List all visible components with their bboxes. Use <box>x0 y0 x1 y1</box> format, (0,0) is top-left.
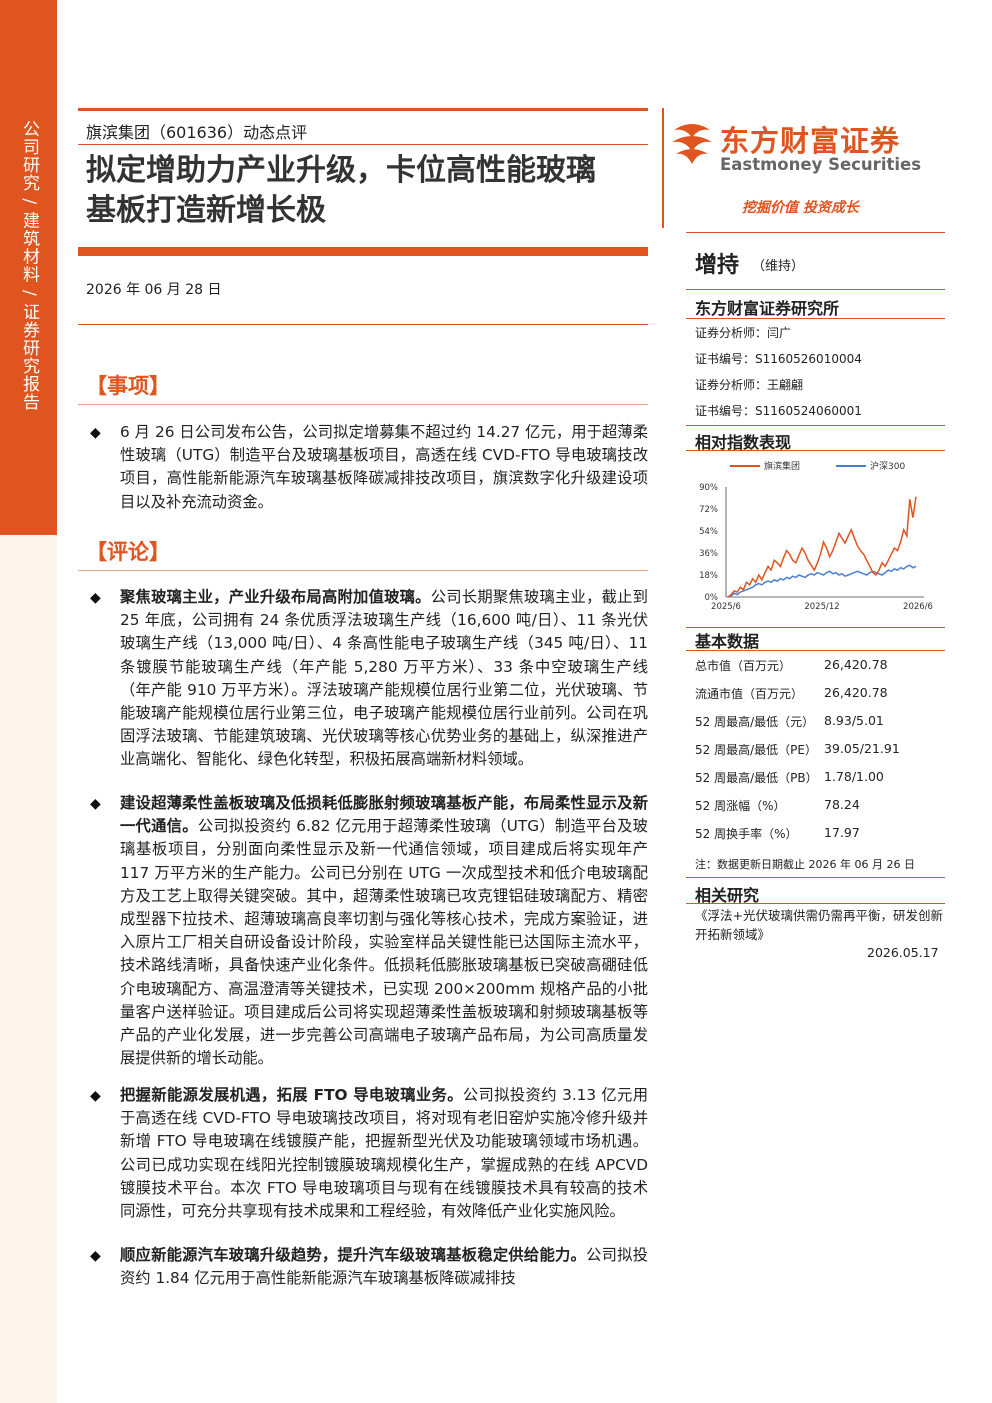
x-tick-label: 2025/12 <box>804 602 839 612</box>
basic-data-title: 基本数据 <box>695 632 760 651</box>
series-line <box>727 496 917 598</box>
stat-value: 26,420.78 <box>824 657 888 672</box>
eastmoney-logo-icon <box>672 124 712 164</box>
bullet-icon: ◆ <box>90 425 101 441</box>
x-tick-label: 2025/6 <box>711 602 741 612</box>
logo-divider <box>662 108 664 228</box>
legend-label: 旗滨集团 <box>764 460 800 472</box>
stat-label: 52 周涨幅（%） <box>695 799 786 813</box>
comment-body: 公司拟投资约 6.82 亿元用于超薄柔性玻璃（UTG）制造平台及玻璃基板项目，分… <box>120 817 648 1068</box>
category-sidebar: 公司研究 / 建筑材料 / 证券研究报告 <box>0 0 57 1403</box>
right-rule <box>686 627 945 628</box>
bullet-icon: ◆ <box>90 1088 101 1104</box>
comment-lead: 把握新能源发展机遇，拓展 FTO 导电玻璃业务。 <box>120 1086 463 1104</box>
stat-label: 52 周最高/最低（元） <box>695 715 815 729</box>
comment-body: 公司拟投资约 3.13 亿元用于高透在线 CVD-FTO 导电玻璃技改项目，将对… <box>120 1086 648 1221</box>
comment-paragraph: 顺应新能源汽车玻璃升级趋势，提升汽车级玻璃基板稳定供给能力。公司拟投资约 1.8… <box>120 1244 648 1290</box>
bullet-icon: ◆ <box>90 590 101 606</box>
y-tick-label: 36% <box>699 549 718 559</box>
data-note: 注：数据更新日期截止 2026 年 06 月 26 日 <box>695 858 915 871</box>
right-rule <box>686 425 945 426</box>
report-type: 旗滨集团（601636）动态点评 <box>86 123 308 142</box>
chart-section-title: 相对指数表现 <box>695 433 792 452</box>
analyst-line: 证券分析师：闫广 <box>695 326 792 340</box>
certificate-line: 证书编号：S1160524060001 <box>695 404 862 418</box>
right-rule <box>686 877 945 878</box>
x-tick-label: 2026/6 <box>903 602 933 612</box>
comment-body: 公司拟投资约 1.84 亿元用于高性能新能源汽车玻璃基板降碳减排技 <box>120 1246 648 1288</box>
stat-value: 39.05/21.91 <box>824 741 900 756</box>
institute-name: 东方财富证券研究所 <box>695 299 840 318</box>
right-rule <box>686 318 945 319</box>
related-report-link[interactable]: 《浮法+光伏玻璃供需仍需再平衡，研发创新开拓新领域》 <box>695 908 943 942</box>
y-tick-label: 54% <box>699 527 718 537</box>
chart-legend: 旗滨集团 沪深300 <box>730 460 905 472</box>
comment-body: 公司长期聚焦玻璃主业，截止到 25 年底，公司拥有 24 条优质浮法玻璃生产线（… <box>120 588 648 769</box>
stat-label: 52 周最高/最低（PB） <box>695 771 818 785</box>
stat-label: 流通市值（百万元） <box>695 687 804 701</box>
report-title: 拟定增助力产业升级，卡位高性能玻璃 基板打造新增长极 <box>78 145 648 281</box>
report-date: 2026 年 06 月 28 日 <box>86 282 222 298</box>
comment-section-rule <box>78 570 648 571</box>
bullet-icon: ◆ <box>90 1248 101 1264</box>
stat-value: 78.24 <box>824 797 860 812</box>
rating-value: 增持 <box>695 253 740 278</box>
report-header: 旗滨集团（601636）动态点评 拟定增助力产业升级，卡位高性能玻璃 基板打造新… <box>78 108 648 281</box>
event-section-rule <box>78 404 648 405</box>
comment-lead: 顺应新能源汽车玻璃升级趋势，提升汽车级玻璃基板稳定供给能力。 <box>120 1246 587 1264</box>
y-tick-label: 18% <box>699 571 718 581</box>
title-line-1: 拟定增助力产业升级，卡位高性能玻璃 <box>86 153 596 188</box>
brand-name-en: Eastmoney Securities <box>720 155 922 174</box>
x-axis-ticks: 2025/6 2025/12 2026/6 <box>711 602 933 612</box>
right-rule <box>686 903 945 904</box>
stat-label: 52 周换手率（%） <box>695 827 798 841</box>
comment-paragraph: 把握新能源发展机遇，拓展 FTO 导电玻璃业务。公司拟投资约 3.13 亿元用于… <box>120 1084 648 1223</box>
y-tick-label: 72% <box>699 505 718 515</box>
header-rule-mid <box>78 144 648 145</box>
right-rule <box>686 450 945 451</box>
comment-paragraph: 建设超薄柔性盖板玻璃及低损耗低膨胀射频玻璃基板产能，布局柔性显示及新一代通信。公… <box>120 792 648 1070</box>
category-label: 公司研究 / 建筑材料 / 证券研究报告 <box>19 120 39 412</box>
analyst-line: 证券分析师：王翩翩 <box>695 378 804 392</box>
comment-lead: 聚焦玻璃主业，产业升级布局高附加值玻璃。 <box>120 588 431 606</box>
stat-value: 8.93/5.01 <box>824 713 884 728</box>
y-axis-ticks: 90% 72% 54% 36% 18% 0% <box>699 483 718 603</box>
stat-label: 总市值（百万元） <box>695 659 792 673</box>
event-paragraph: 6 月 26 日公司发布公告，公司拟定增募集不超过约 14.27 亿元，用于超薄… <box>120 423 648 511</box>
relative-index-chart: 旗滨集团 沪深300 90% 72% 54% 36% 18% 0% 2025/6 2025/1… <box>699 460 933 612</box>
comment-lead: 建设超薄柔性盖板玻璃及低损耗低膨胀射频玻璃基板产能，布局柔性显示及新一代通信。 <box>120 794 648 836</box>
brand-slogan: 挖掘价值 投资成长 <box>742 200 859 216</box>
bullet-icon: ◆ <box>90 796 101 812</box>
stat-value: 26,420.78 <box>824 685 888 700</box>
stat-value: 17.97 <box>824 825 860 840</box>
comment-section-title: 【评论】 <box>86 540 170 564</box>
rating-note: （维持） <box>752 259 805 274</box>
title-line-2: 基板打造新增长极 <box>86 193 326 228</box>
brand-name-cn: 东方财富证券 <box>720 124 901 158</box>
stat-value: 1.78/1.00 <box>824 769 884 784</box>
right-rule <box>686 232 945 233</box>
category-sidebar-accent: 公司研究 / 建筑材料 / 证券研究报告 <box>0 0 57 535</box>
header-rule-bottom <box>78 247 648 256</box>
event-section-title: 【事项】 <box>86 374 170 398</box>
y-tick-label: 90% <box>699 483 718 493</box>
certificate-line: 证书编号：S1160526010004 <box>695 352 862 366</box>
series-line <box>727 564 917 598</box>
chart-series <box>727 496 917 598</box>
comment-paragraph: 聚焦玻璃主业，产业升级布局高附加值玻璃。公司长期聚焦玻璃主业，截止到 25 年底… <box>120 586 648 772</box>
right-rule <box>686 289 945 290</box>
legend-label: 沪深300 <box>870 460 905 472</box>
y-tick-label: 0% <box>705 593 719 603</box>
date-rule <box>78 324 648 325</box>
related-report-date: 2026.05.17 <box>867 945 939 960</box>
stat-label: 52 周最高/最低（PE） <box>695 743 817 757</box>
right-rule <box>686 650 945 651</box>
header-rule-top <box>78 108 648 111</box>
related-research-title: 相关研究 <box>695 886 760 905</box>
